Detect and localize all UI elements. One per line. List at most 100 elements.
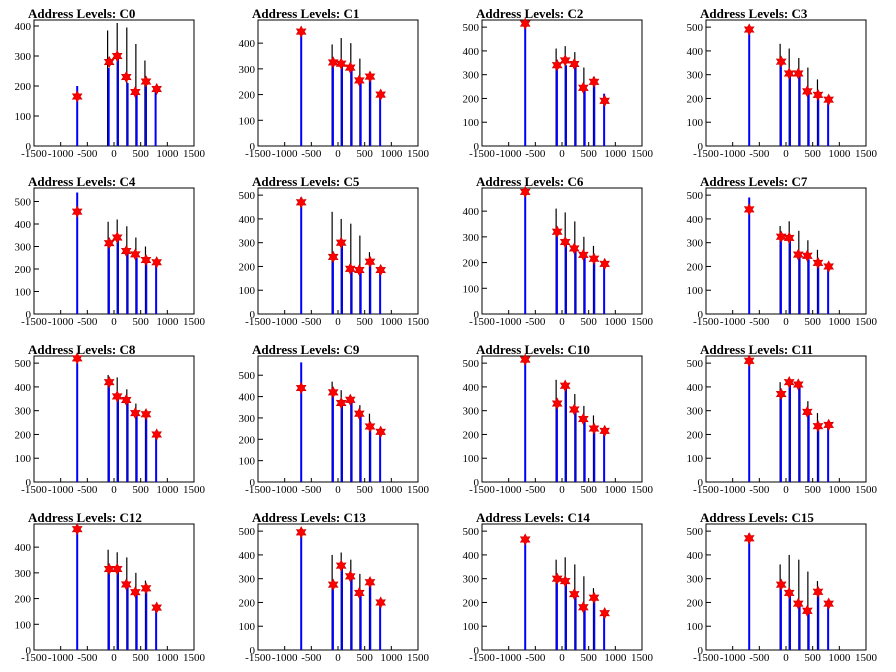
x-tick-label: -500: [749, 484, 770, 496]
x-tick-label: 1000: [380, 484, 403, 496]
x-tick-label: 0: [111, 316, 117, 328]
peak-marker: [568, 242, 580, 255]
y-tick-label: 200: [239, 90, 256, 102]
y-tick-label: 500: [687, 190, 704, 202]
y-tick-label: 200: [239, 597, 256, 609]
peak-marker: [812, 88, 824, 102]
x-tick-label: -1500: [21, 316, 47, 328]
peak-marker: [71, 90, 83, 103]
x-tick-label: 1000: [828, 316, 851, 328]
y-tick-label: 200: [687, 261, 704, 273]
chart-svg: 0 100 200 300 400 500 -1500 -1000 -500 0 500 1000 15…: [239, 523, 430, 664]
x-tick-label: 500: [356, 148, 373, 160]
peak-marker: [551, 572, 563, 585]
peak-marker: [792, 378, 804, 391]
peak-marker: [354, 263, 365, 277]
peak-marker: [327, 250, 339, 264]
x-tick-label: 1500: [407, 652, 430, 664]
x-tick-label: 1500: [855, 484, 878, 496]
y-tick-label: 500: [687, 526, 704, 538]
peak-marker: [71, 352, 83, 365]
y-tick-label: 100: [463, 117, 480, 129]
peak-marker: [743, 532, 755, 545]
y-tick-label: 500: [15, 358, 32, 370]
y-tick-label: 200: [239, 261, 256, 273]
x-tick-label: -500: [749, 316, 770, 328]
x-tick-label: -500: [77, 652, 98, 664]
peak-marker: [783, 231, 795, 245]
y-tick-label: 0: [474, 141, 480, 153]
x-tick-label: 0: [783, 148, 789, 160]
y-tick-label: 400: [239, 214, 256, 226]
y-tick-label: 0: [698, 141, 704, 153]
x-tick-label: 500: [132, 652, 149, 664]
x-tick-label: 0: [335, 484, 341, 496]
peak-marker: [823, 260, 834, 273]
x-tick-label: 1000: [604, 484, 627, 496]
peak-marker: [823, 597, 834, 610]
chart-svg: 0 100 200 300 400 500 -1500 -1000 -500 0 500 1000 15…: [239, 355, 430, 496]
x-tick-label: -1500: [245, 652, 271, 664]
peak-marker: [588, 591, 600, 604]
x-tick-label: 500: [804, 316, 821, 328]
x-tick-label: 1500: [631, 652, 654, 664]
y-tick-label: 100: [239, 621, 256, 633]
plot-frame: [257, 355, 419, 483]
peak-marker: [103, 376, 115, 389]
y-tick-label: 300: [687, 70, 704, 82]
chart-title: Address Levels: C12: [28, 510, 142, 525]
peak-marker: [120, 244, 132, 258]
x-tick-label: -1500: [469, 484, 495, 496]
y-tick-label: 500: [239, 526, 256, 538]
peak-marker: [103, 236, 115, 250]
chart-panel: 0 100 200 300 400 500 -1500 -1000 -500 0 500 1000 15…: [0, 168, 224, 336]
x-tick-label: -1500: [245, 148, 271, 160]
chart-svg: 0 100 200 300 400 500 -1500 -1000 -500 0 500 1000 15…: [463, 17, 654, 160]
peak-marker: [743, 23, 755, 36]
peak-marker: [103, 55, 115, 69]
y-tick-label: 500: [463, 22, 480, 34]
x-tick-label: -1500: [693, 484, 719, 496]
peak-marker: [588, 75, 600, 88]
y-tick-label: 300: [463, 70, 480, 82]
peak-marker: [344, 570, 356, 583]
plot-frame: [481, 523, 643, 651]
peak-marker: [783, 586, 795, 600]
peak-marker: [792, 67, 804, 80]
peak-marker: [344, 262, 356, 275]
peak-marker: [559, 379, 571, 392]
x-tick-label: 0: [111, 148, 117, 160]
y-tick-label: 300: [239, 238, 256, 250]
peak-marker: [743, 203, 755, 216]
chart-panel: 0 100 200 300 400 500 -1500 -1000 -500 0 500 1000 15…: [672, 336, 896, 504]
x-tick-label: -1000: [720, 484, 746, 496]
y-tick-label: 300: [463, 406, 480, 418]
chart-title: Address Levels: C1: [252, 6, 360, 21]
x-tick-label: 500: [356, 652, 373, 664]
chart-panel: 0 100 200 300 400 500 -1500 -1000 -500 0 500 1000 15…: [672, 0, 896, 168]
chart-panel: 0 100 200 300 400 -1500 -1000 -500 0 500 1000 1500 A…: [0, 0, 224, 168]
x-tick-label: 0: [111, 652, 117, 664]
peak-marker: [775, 578, 787, 591]
y-tick-label: 400: [15, 382, 32, 394]
chart-svg: 0 100 200 300 400 -1500 -1000 -500 0 500 1000 1500: [463, 185, 654, 328]
chart-svg: 0 100 200 300 400 500 -1500 -1000 -500 0 500 1000 15…: [687, 187, 878, 328]
peak-marker: [812, 256, 824, 270]
peak-marker: [130, 585, 141, 599]
chart-svg: 0 100 200 300 400 -1500 -1000 -500 0 500 1000 1500: [15, 19, 206, 160]
y-tick-label: 100: [239, 456, 256, 468]
y-tick-label: 0: [474, 477, 480, 489]
y-tick-label: 300: [15, 406, 32, 418]
x-tick-label: -1000: [720, 148, 746, 160]
x-tick-label: 500: [804, 652, 821, 664]
plot-frame: [705, 19, 867, 147]
x-tick-label: -1000: [496, 652, 522, 664]
peak-marker: [783, 376, 795, 389]
x-tick-label: -1500: [245, 484, 271, 496]
plot-frame: [481, 187, 643, 315]
x-tick-label: -500: [525, 148, 546, 160]
peak-marker: [519, 185, 531, 199]
chart-svg: 0 100 200 300 400 500 -1500 -1000 -500 0 500 1000 15…: [687, 19, 878, 160]
chart-title: Address Levels: C0: [28, 6, 136, 21]
x-tick-label: 1000: [604, 148, 627, 160]
